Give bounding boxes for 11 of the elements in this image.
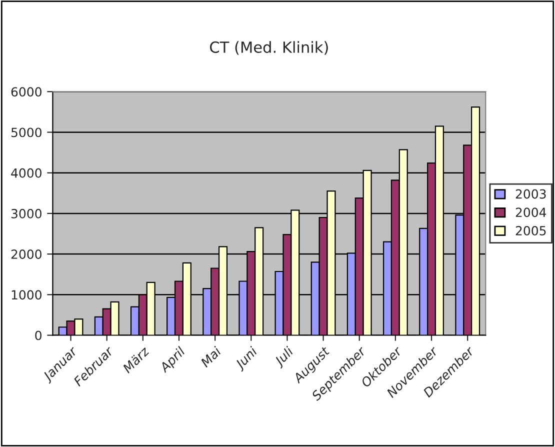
chart-title: CT (Med. Klinik) bbox=[210, 41, 328, 55]
y-tick-label: 4000 bbox=[11, 168, 42, 178]
y-tick-label: 2000 bbox=[11, 250, 42, 259]
y-tick-label: 3000 bbox=[11, 208, 42, 218]
y-tick-label: 0 bbox=[35, 330, 42, 340]
y-tick-label: 5000 bbox=[11, 128, 42, 138]
legend-label: 2004 bbox=[516, 208, 546, 218]
y-tick-label: 6000 bbox=[11, 87, 42, 97]
y-tick-label: 1000 bbox=[12, 290, 42, 300]
legend-label: 2005 bbox=[516, 226, 546, 236]
legend-label: 2003 bbox=[516, 189, 546, 199]
